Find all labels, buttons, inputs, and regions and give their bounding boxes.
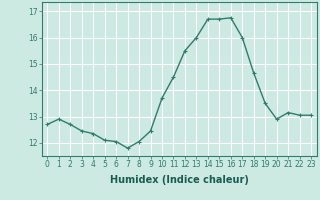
X-axis label: Humidex (Indice chaleur): Humidex (Indice chaleur) [110,175,249,185]
